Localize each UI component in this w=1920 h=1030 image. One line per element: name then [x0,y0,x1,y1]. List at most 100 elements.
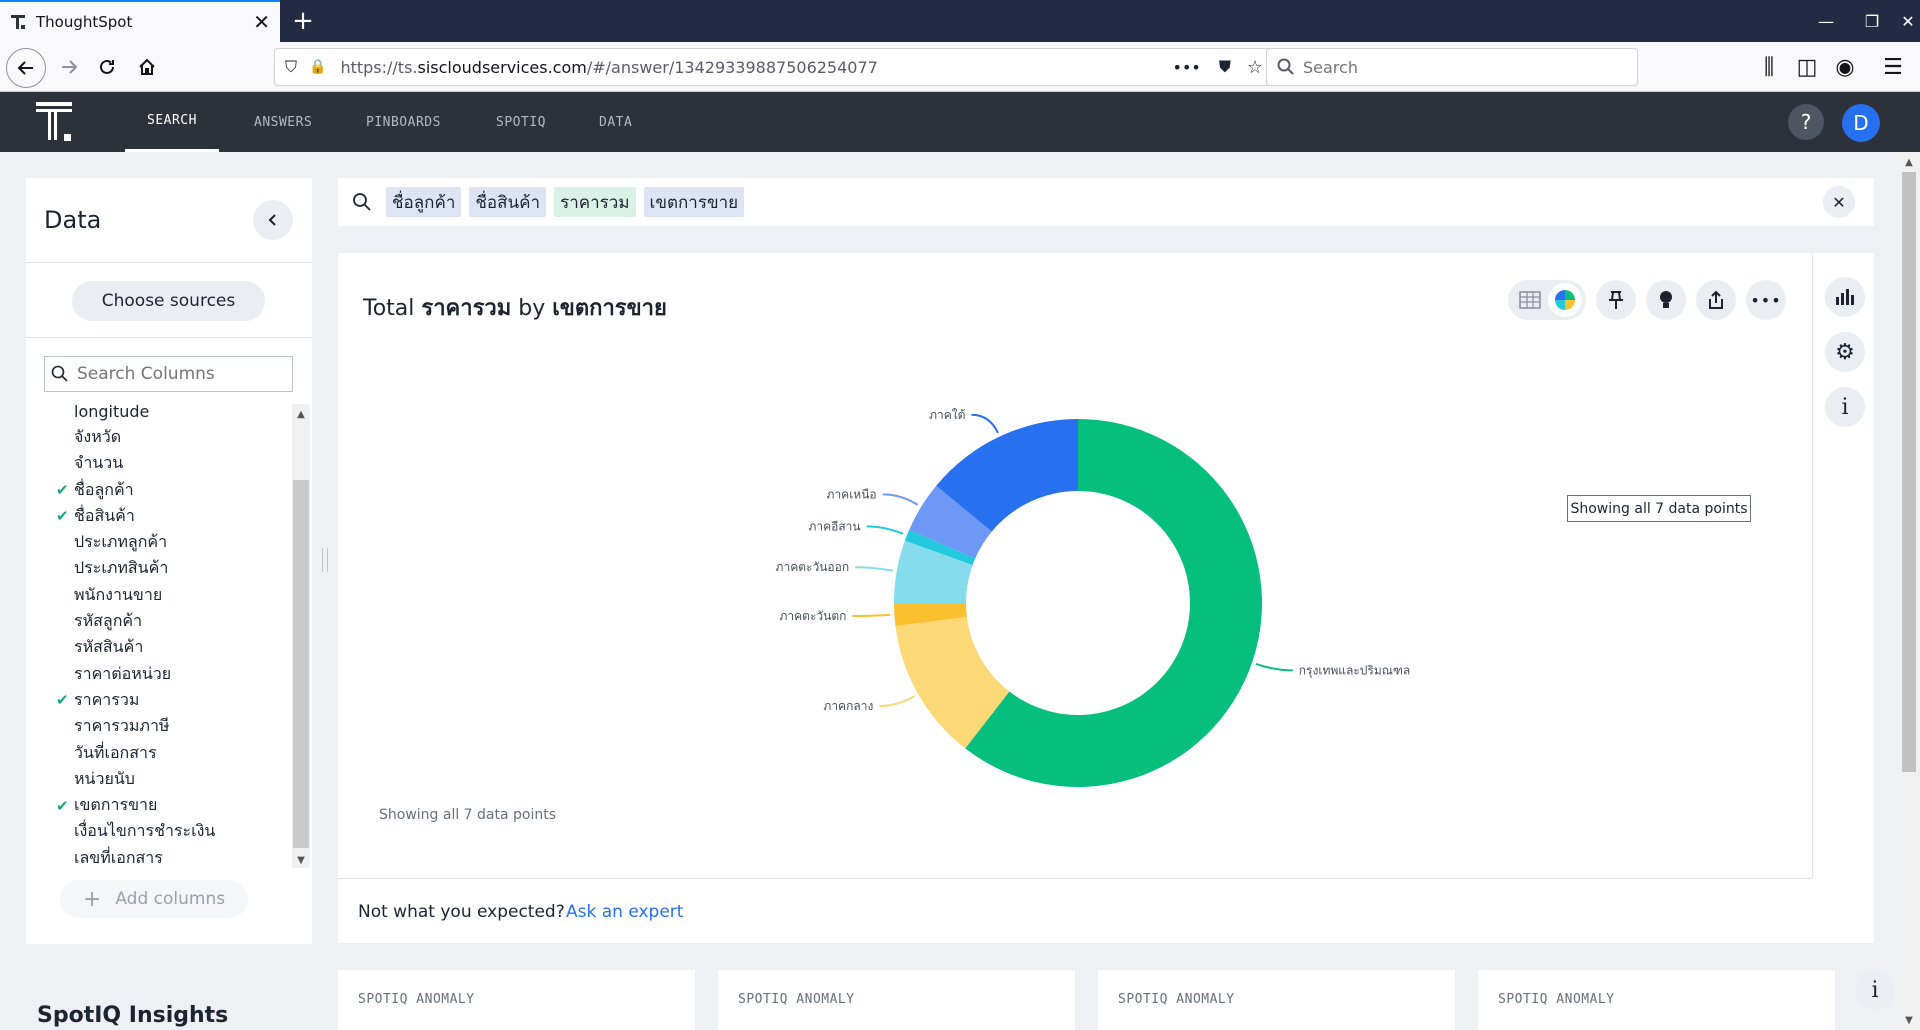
help-button[interactable]: ? [1788,104,1824,140]
nav-search[interactable]: SEARCH [125,92,219,152]
home-button[interactable] [130,50,164,84]
donut-slice[interactable] [936,419,1078,532]
donut-slice[interactable] [965,419,1262,787]
chart-settings-button[interactable]: ⚙ [1825,332,1865,372]
user-avatar[interactable]: D [1842,104,1880,142]
search-token[interactable]: เขตการขาย [643,187,745,217]
column-item[interactable]: longitude [56,398,286,424]
scroll-up-icon[interactable]: ▲ [1905,156,1913,168]
table-view-icon[interactable] [1513,283,1547,317]
column-scrollbar-thumb[interactable] [293,480,309,848]
column-search-input[interactable] [77,364,277,384]
divider [338,878,1812,879]
column-item[interactable]: วันที่เอกสาร [56,740,286,766]
page-scrollbar-thumb[interactable] [1902,172,1916,772]
more-options-button[interactable]: ••• [1746,280,1786,320]
search-query-bar[interactable]: ชื่อลูกค้า ชื่อสินค้า ราคารวม เขตการขาย [338,178,1874,226]
thoughtspot-logo-icon[interactable] [36,100,76,144]
browser-search-input[interactable] [1303,57,1603,77]
column-item[interactable]: จำนวน [56,451,286,477]
spotiq-card[interactable]: SPOTIQ ANOMALY [338,970,695,1030]
spotiq-card[interactable]: SPOTIQ ANOMALY [718,970,1075,1030]
spotiq-card[interactable]: SPOTIQ ANOMALY [1478,970,1835,1030]
library-icon[interactable]: ⫼ [1763,54,1775,80]
column-item[interactable]: ราคาต่อหน่วย [56,661,286,687]
close-window-icon[interactable]: ✕ [1901,11,1915,31]
forward-button[interactable] [52,50,86,84]
share-button[interactable] [1696,280,1736,320]
browser-tab[interactable]: ThoughtSpot ✕ [0,0,280,42]
column-item[interactable]: ประเภทสินค้า [56,556,286,582]
column-item[interactable]: รหัสลูกค้า [56,608,286,634]
close-icon: ✕ [1832,192,1846,212]
chart-view-icon[interactable] [1547,283,1582,317]
pin-button[interactable] [1596,280,1636,320]
page-actions-icon[interactable]: ••• [1172,57,1201,77]
column-item[interactable]: หน่วยนับ [56,766,286,792]
browser-search-bar[interactable] [1266,48,1638,86]
column-scroll-down-icon[interactable]: ▼ [297,854,305,866]
pocket-icon[interactable]: ⛊ [1218,57,1231,76]
donut-slice[interactable] [894,603,967,627]
url-bar[interactable]: ⛉ 🔒 https://ts.siscloudservices.com/#/an… [274,48,1274,86]
search-token[interactable]: ชื่อสินค้า [469,187,547,217]
info-icon: i [1871,977,1879,1003]
scroll-down-icon[interactable]: ▼ [1905,1014,1913,1026]
column-item[interactable]: ✔ เขตการขาย [56,792,286,818]
column-item[interactable]: ✔ ชื่อสินค้า [56,503,286,529]
column-item[interactable]: เลขที่เอกสาร [56,845,286,871]
donut-slice[interactable] [909,485,992,559]
restore-window-icon[interactable]: ❐ [1864,11,1880,31]
nav-answers[interactable]: ANSWERS [254,114,313,130]
lock-icon[interactable]: 🔒 [309,59,327,75]
new-tab-button[interactable]: + [292,6,314,36]
account-icon[interactable]: ◉ [1835,54,1855,80]
back-button[interactable] [6,48,46,88]
answer-info-button[interactable]: i [1825,387,1865,427]
close-tab-icon[interactable]: ✕ [253,10,270,34]
search-token[interactable]: ชื่อลูกค้า [386,187,462,217]
spotiq-analyze-button[interactable] [1646,280,1686,320]
divider [26,337,312,338]
column-item[interactable]: ราคารวมภาษี [56,714,286,740]
column-list: longitude จังหวัดจำนวน ✔ ชื่อลูกค้า ✔ ชื่อสิน… [56,398,286,871]
column-item[interactable]: ประเภทลูกค้า [56,529,286,555]
answer-toolbar: ••• [1508,280,1786,320]
spotiq-card[interactable]: SPOTIQ ANOMALY [1098,970,1455,1030]
menu-hamburger-icon[interactable]: ☰ [1883,54,1903,80]
slice-leader-line [855,566,893,572]
search-token[interactable]: ราคารวม [554,187,636,217]
column-item[interactable]: ✔ ราคารวม [56,687,286,713]
collapse-panel-button[interactable] [253,200,293,240]
bookmark-star-icon[interactable]: ☆ [1246,56,1263,78]
column-scroll-up-icon[interactable]: ▲ [297,408,305,420]
chart-type-button[interactable] [1825,277,1865,317]
column-item[interactable]: เงื่อนไขการชำระเงิน [56,819,286,845]
nav-pinboards[interactable]: PINBOARDS [366,114,441,130]
column-item[interactable]: รหัสสินค้า [56,635,286,661]
donut-slice[interactable] [894,540,973,603]
donut-slice[interactable] [904,529,976,566]
choose-sources-button[interactable]: Choose sources [72,281,265,321]
clear-search-button[interactable]: ✕ [1823,186,1855,218]
donut-slice[interactable] [895,617,1010,749]
column-item-label: จังหวัด [74,426,122,446]
info-button[interactable]: i [1855,970,1895,1010]
view-toggle[interactable] [1508,280,1586,320]
chevron-left-icon [268,214,276,226]
reload-button[interactable] [90,50,124,84]
minimize-window-icon[interactable]: — [1818,11,1834,31]
add-columns-button[interactable]: + Add columns [60,880,248,918]
nav-data[interactable]: DATA [599,114,633,130]
column-item[interactable]: พนักงานขาย [56,582,286,608]
column-item[interactable]: ✔ ชื่อลูกค้า [56,477,286,503]
shield-icon[interactable]: ⛉ [285,57,298,76]
column-item-label: จำนวน [74,453,124,473]
ask-expert-link[interactable]: Ask an expert [566,902,684,922]
nav-spotiq[interactable]: SPOTIQ [496,114,546,130]
column-item[interactable]: จังหวัด [56,424,286,450]
sidebar-toggle-icon[interactable]: ◫ [1796,54,1818,80]
column-search-field[interactable] [44,356,293,392]
panel-resize-handle[interactable] [322,548,328,572]
